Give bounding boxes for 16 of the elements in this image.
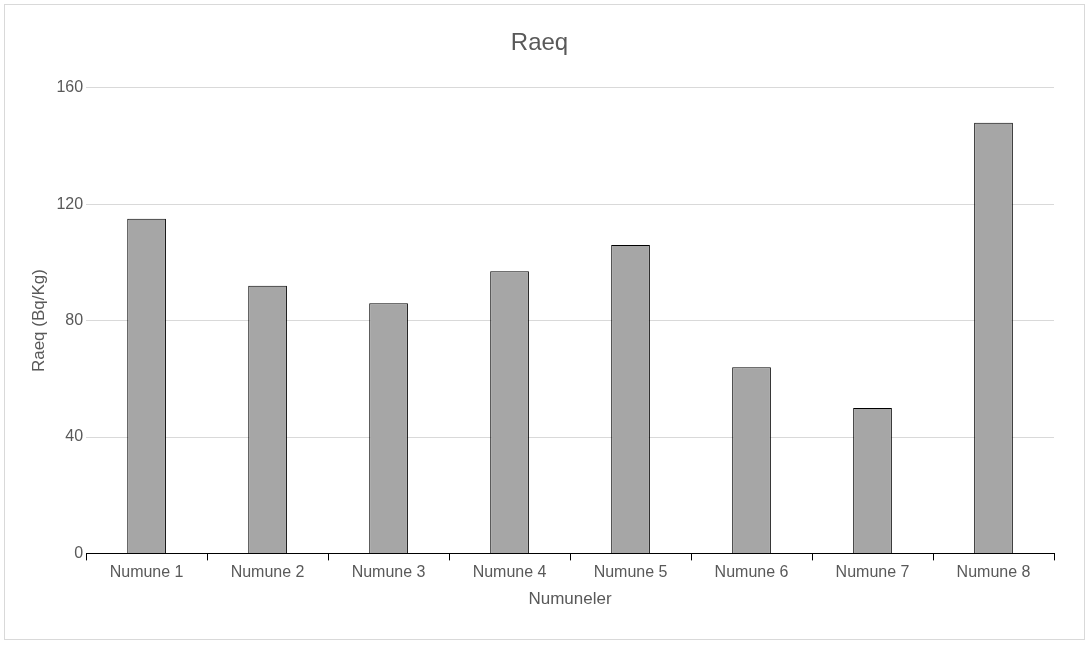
y-tick-label: 40 <box>65 427 84 445</box>
x-tick-label: Numune 6 <box>714 563 789 581</box>
x-tick-label: Numune 7 <box>835 563 910 581</box>
x-tick-label: Numune 2 <box>230 563 305 581</box>
x-tick-label: Numune 4 <box>472 563 547 581</box>
x-tick-label: Numune 8 <box>956 563 1031 581</box>
y-tick-label: 80 <box>65 311 84 329</box>
x-tick-label: Numune 1 <box>109 563 184 581</box>
y-tick-label: 0 <box>74 543 84 561</box>
x-tick-label: Numune 3 <box>351 563 426 581</box>
y-tick-label: 160 <box>56 78 84 96</box>
x-tick-label: Numune 5 <box>593 563 668 581</box>
chart-title: Raeq <box>510 28 569 56</box>
y-axis-title: Raeq (Bq/Kg) <box>28 269 48 373</box>
x-axis-title: Numuneler <box>528 589 612 609</box>
y-tick-label: 120 <box>56 194 84 212</box>
